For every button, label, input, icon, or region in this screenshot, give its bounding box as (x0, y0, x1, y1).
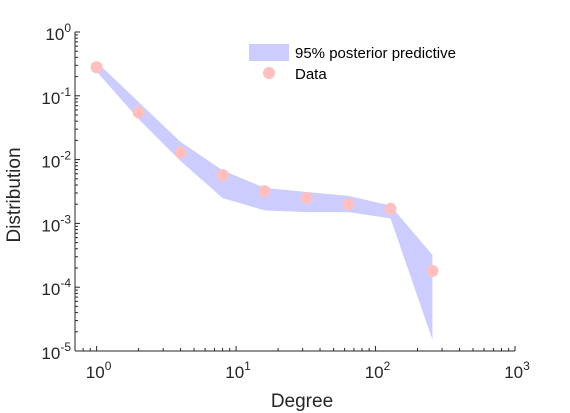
legend-band-swatch (249, 44, 289, 61)
y-tick-label: 100 (45, 21, 71, 44)
data-point (426, 264, 439, 277)
axes (74, 31, 516, 352)
y-axis-label: Distribution (4, 147, 25, 242)
data-point (132, 106, 145, 119)
x-tick-label: 103 (504, 359, 530, 382)
tick-labels: 100 101 102 103 100 10-1 10-2 10-3 10-4 10-5 (41, 21, 530, 382)
x-tick-label: 100 (86, 359, 112, 382)
x-tick-label: 101 (225, 359, 251, 382)
y-tick-label: 10-2 (41, 149, 71, 172)
x-tick-label: 102 (365, 359, 391, 382)
posterior-band (96, 61, 433, 340)
data-point (300, 192, 313, 205)
data-point (342, 198, 355, 211)
y-tick-label: 10-4 (41, 276, 71, 299)
posterior-band-layer (96, 61, 433, 340)
data-point (216, 169, 229, 182)
y-tick-label: 10-1 (41, 85, 71, 108)
x-axis-label: Degree (271, 391, 333, 412)
data-point (258, 185, 271, 198)
data-points-layer (90, 61, 439, 277)
data-point (90, 61, 103, 74)
legend-data-marker (263, 67, 275, 79)
y-tick-label: 10-3 (41, 212, 71, 235)
legend-data-label: Data (295, 66, 327, 83)
legend: 95% posterior predictive Data (249, 44, 456, 83)
data-point (174, 146, 187, 159)
y-tick-label: 10-5 (41, 340, 71, 363)
data-point (384, 202, 397, 215)
legend-band-label: 95% posterior predictive (295, 45, 456, 62)
